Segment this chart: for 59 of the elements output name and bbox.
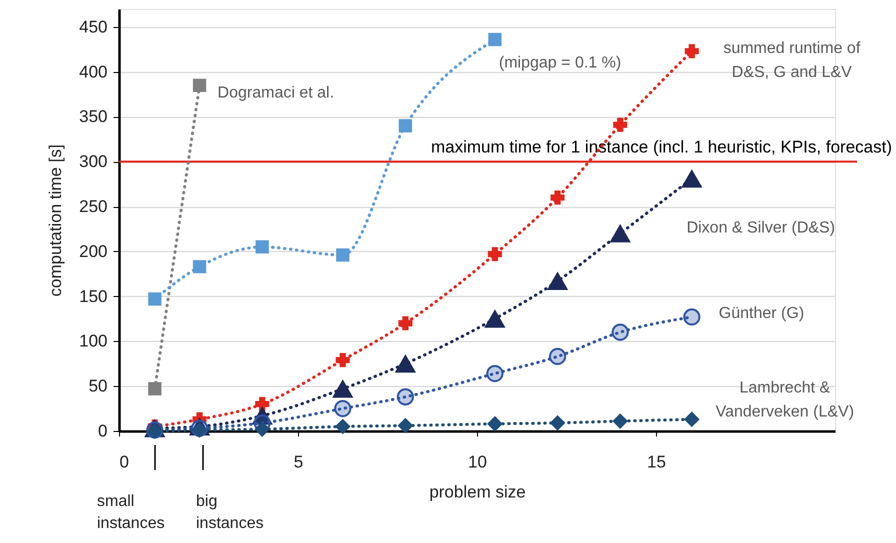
point [256,240,269,254]
series-label: summed runtime of D&S, G and L&V [723,40,861,82]
point [683,308,700,326]
point [255,397,270,412]
point [488,32,502,46]
y-tick-label: 350 [79,107,108,126]
point [548,348,566,366]
series-label: Lambrecht & Vanderveken (L&V) [716,379,854,420]
series-label: Günther (G) [718,304,804,322]
point [684,412,700,427]
point [550,415,566,430]
point [396,388,414,406]
point [336,248,350,262]
point [684,44,699,58]
y-tick-label: 100 [79,332,108,351]
point [550,190,565,205]
text: big instances [196,493,264,532]
point [398,316,412,330]
y-tick-label: 400 [79,62,108,82]
y-tick-label: 300 [79,152,108,172]
y-tick-label: 450 [79,17,108,36]
point [336,353,350,368]
point [334,400,352,418]
point [612,324,629,341]
y-tick-label: 200 [79,242,108,261]
point [398,418,413,434]
point [547,272,568,290]
point [682,170,702,188]
point [484,310,506,328]
ref-line-label: maximum time for 1 instance (incl. 1 heuristic, KPIs, forecast) [430,138,892,157]
y-tick-label: 50 [88,376,108,396]
point [486,364,504,382]
y-axis-title: computation time [s] [46,144,66,297]
x-axis-title: problem size [429,482,526,502]
point [335,418,350,434]
x-tick-label: 15 [647,452,666,472]
point [487,416,502,432]
point [192,78,206,92]
x-tick-label: 0 [120,452,129,472]
series-label: Dixon & Silver (D&S) [686,220,836,237]
y-tick-label: 250 [79,197,108,216]
point [613,118,628,132]
point [254,422,270,437]
point [192,260,206,274]
point [612,414,628,429]
point [398,119,412,132]
x-tick-label: 10 [468,452,487,472]
point [148,382,162,396]
series-label: (mipgap = 0.1 %) [498,54,622,72]
point [395,354,416,373]
y-tick-label: 0 [98,422,108,440]
point [488,247,502,262]
point [332,380,353,398]
point [148,292,162,306]
y-tick-label: 150 [79,286,108,306]
text: small instances [97,493,165,532]
point [610,224,630,242]
series-label: Dogramaci et al. [218,84,334,102]
x-tick-label: 5 [294,452,304,472]
